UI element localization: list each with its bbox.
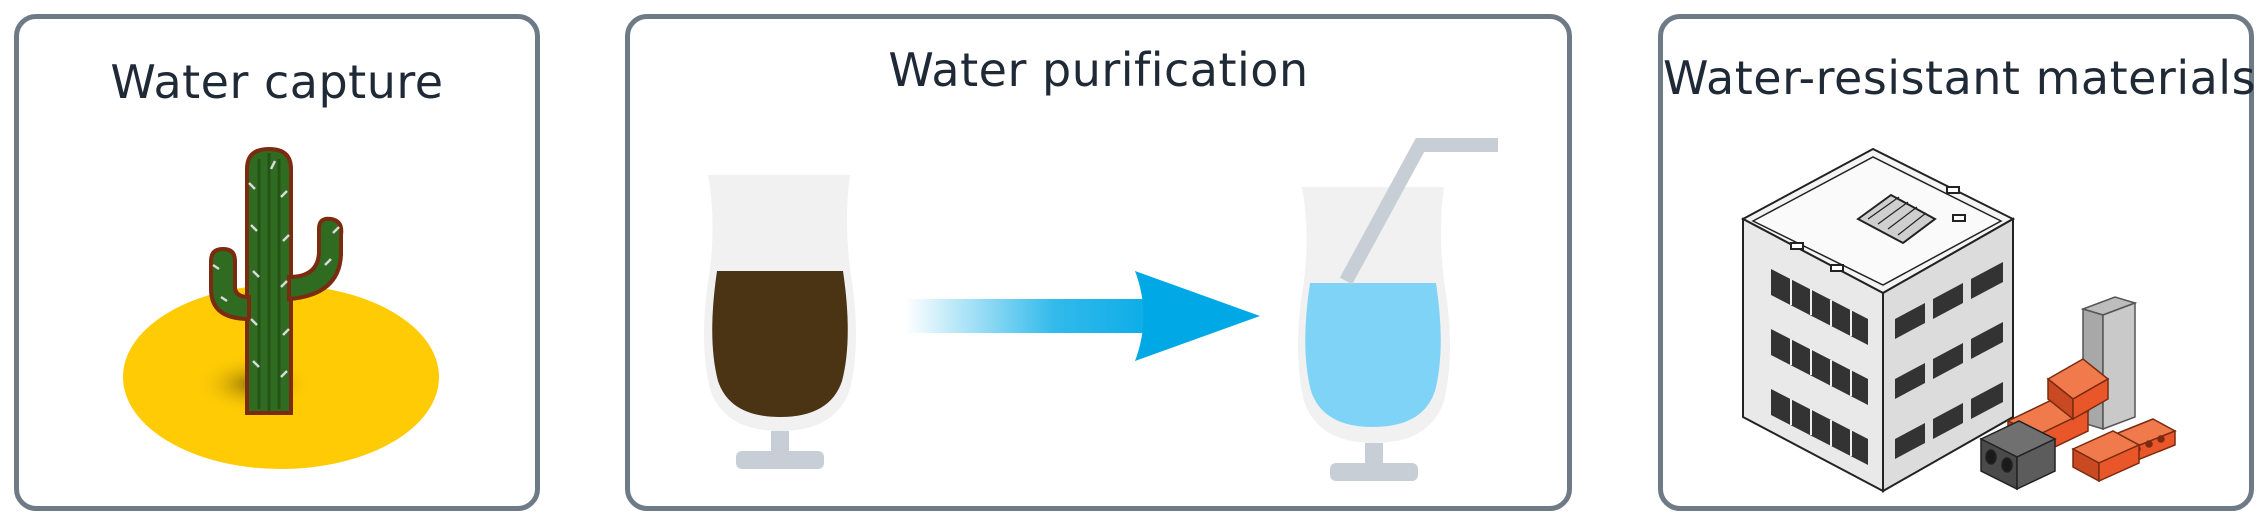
water-purification-panel: Water purification <box>625 14 1572 511</box>
clean-water-glass <box>1298 138 1498 481</box>
water-capture-title: Water capture <box>110 55 444 109</box>
cactus-body <box>209 146 344 415</box>
dirty-water <box>712 271 848 417</box>
drinking-straw <box>1339 138 1498 285</box>
building <box>1740 147 2016 493</box>
dirty-water-glass <box>704 175 856 469</box>
water-resistant-materials-title: Water-resistant materials <box>1663 51 2257 105</box>
water-purification-title: Water purification <box>888 43 1309 97</box>
purification-icon <box>704 138 1498 481</box>
water-capture-panel: Water capture <box>14 14 540 511</box>
water-resistant-materials-panel: Water-resistant materials <box>1658 14 2257 511</box>
building-materials-icon <box>1740 147 2177 493</box>
clean-water <box>1305 283 1441 427</box>
cactus-icon <box>123 146 439 469</box>
cinder-block <box>1979 420 2057 491</box>
purification-arrow <box>905 271 1260 361</box>
